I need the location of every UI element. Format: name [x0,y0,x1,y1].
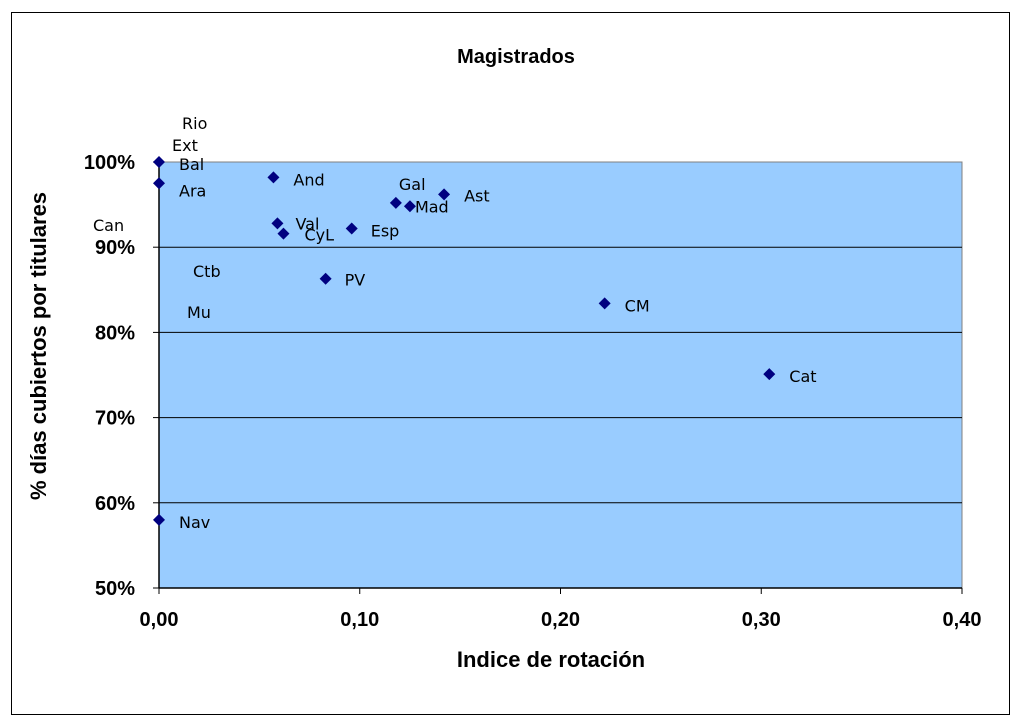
data-point-nav [153,513,165,526]
y-tick-labels: 50% 60% 70% 80% 90% 100% [84,152,135,600]
x-tick-label: 0,40 [943,609,982,631]
data-label-ext: Ext [172,136,198,155]
y-axis-title: % días cubiertos por titulares [26,192,51,500]
chart-title: Magistrados [457,46,575,68]
data-label-can: Can [93,216,124,235]
data-label-cm: CM [625,296,650,315]
x-tick-label: 0,30 [742,609,781,631]
data-label-ara: Ara [179,181,206,200]
x-tick-label: 0,20 [541,609,580,631]
x-tick-labels: 0,00 0,10 0,20 0,30 0,40 [140,609,982,631]
y-tick-label: 60% [95,493,135,515]
data-label-ctb: Ctb [193,262,221,281]
y-tick-label: 100% [84,152,135,174]
data-point-cm [598,297,611,310]
data-label-nav: Nav [179,513,210,532]
data-label-rio: Rio [182,114,207,133]
y-tick-label: 50% [95,578,135,600]
data-point-ara [153,177,165,190]
data-point-mad [403,200,416,213]
data-label-val: Val [295,214,319,233]
data-point-pv [319,272,332,285]
data-label-gal: Gal [399,175,426,194]
data-label-mu: Mu [187,303,211,322]
data-label-pv: PV [345,271,366,290]
data-point-ast [438,188,451,201]
data-label-esp: Esp [371,221,400,240]
data-label-bal: Bal [179,155,204,174]
data-point-val [271,217,284,230]
data-point-esp [345,222,358,235]
y-tick-label: 80% [95,322,135,344]
data-label-and: And [293,170,324,189]
plot-area [158,161,963,589]
data-point-bal [153,156,165,168]
y-tick-label: 70% [95,408,135,430]
data-label-cyl: CyL [304,226,334,245]
x-axis-title: Indice de rotación [457,647,645,672]
data-point-and [267,171,280,184]
gridlines [153,161,963,594]
x-tick-label: 0,00 [140,609,179,631]
data-point-gal [389,196,402,209]
data-point-cat [763,368,776,381]
data-label-ast: Ast [464,186,490,205]
data-point-cyl [277,227,290,240]
x-tick-label: 0,10 [340,609,379,631]
data-points [153,156,776,526]
y-tick-label: 90% [95,237,135,259]
data-label-cat: Cat [789,367,816,386]
data-label-mad: Mad [415,197,449,216]
